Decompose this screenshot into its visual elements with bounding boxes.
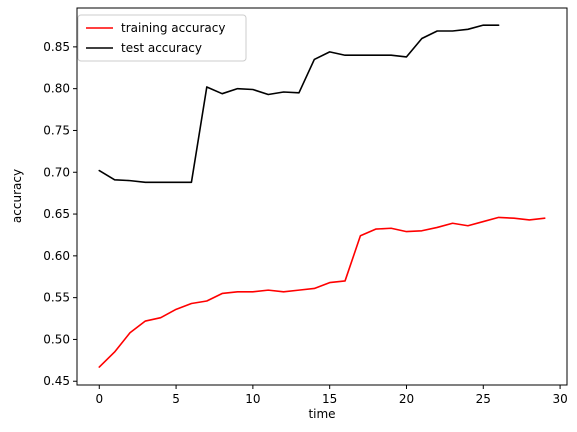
x-axis-label: time bbox=[308, 407, 335, 421]
y-tick-label: 0.60 bbox=[43, 249, 70, 263]
y-tick-label: 0.80 bbox=[43, 82, 70, 96]
y-tick-label: 0.75 bbox=[43, 123, 70, 137]
x-tick-label: 0 bbox=[95, 392, 103, 406]
y-tick-label: 0.85 bbox=[43, 40, 70, 54]
series-layer bbox=[98, 24, 546, 368]
y-axis-label: accuracy bbox=[10, 169, 24, 223]
x-tick-label: 30 bbox=[552, 392, 567, 406]
y-tick-label: 0.70 bbox=[43, 165, 70, 179]
legend-box bbox=[77, 14, 247, 62]
x-tick-label: 25 bbox=[476, 392, 491, 406]
legend-label-test-accuracy: test accuracy bbox=[121, 41, 202, 55]
x-tick-label: 15 bbox=[322, 392, 337, 406]
x-axis: 0 5 10 15 20 25 30 bbox=[95, 385, 568, 406]
series-line-test-accuracy bbox=[98, 24, 500, 184]
y-axis: 0.45 0.50 0.55 0.60 0.65 0.70 0.75 0.80 0.85 bbox=[43, 40, 77, 388]
y-tick-label: 0.50 bbox=[43, 332, 70, 346]
legend-label-training-accuracy: training accuracy bbox=[121, 21, 225, 35]
x-tick-label: 20 bbox=[399, 392, 414, 406]
y-tick-label: 0.55 bbox=[43, 291, 70, 305]
series-line-training-accuracy bbox=[98, 216, 546, 368]
x-tick-label: 10 bbox=[245, 392, 260, 406]
y-tick-label: 0.45 bbox=[43, 374, 70, 388]
x-tick-label: 5 bbox=[172, 392, 180, 406]
y-tick-label: 0.65 bbox=[43, 207, 70, 221]
plot-area-frame bbox=[76, 7, 568, 386]
legend: training accuracy test accuracy bbox=[77, 14, 247, 62]
